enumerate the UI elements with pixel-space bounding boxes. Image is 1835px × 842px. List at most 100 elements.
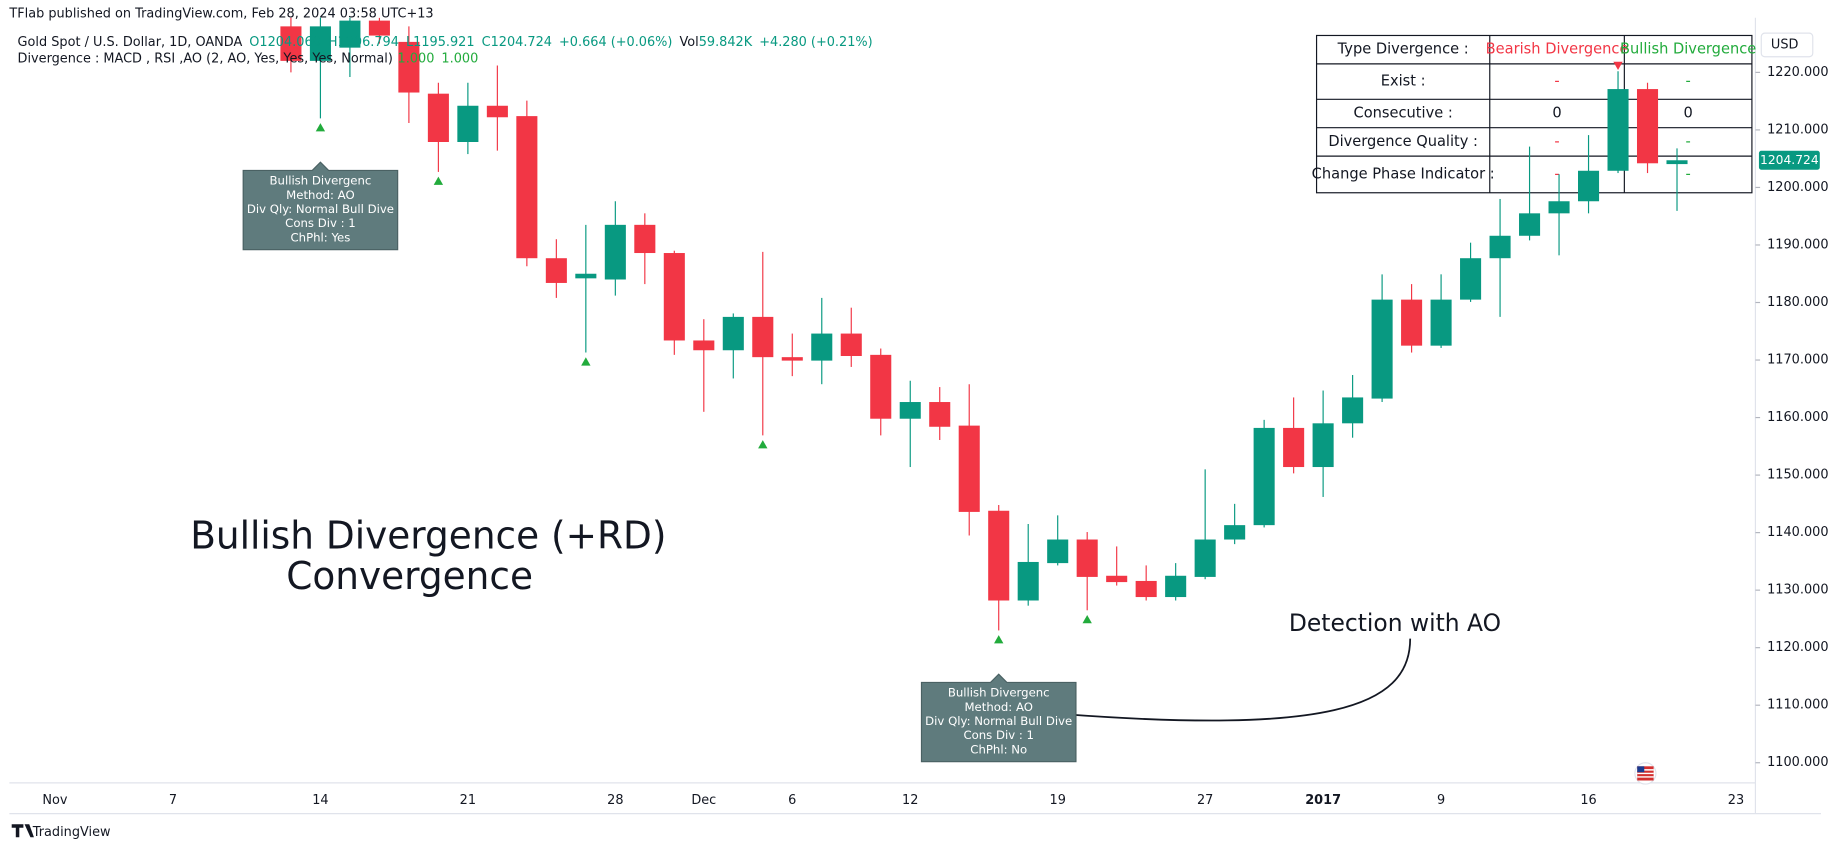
- x-tick-label: 19: [1050, 793, 1066, 808]
- signal-label-text: Bullish Divergenc: [948, 686, 1050, 700]
- y-tick-label: 1170.000: [1767, 352, 1828, 367]
- table-cell: Exist :: [1381, 73, 1426, 90]
- y-tick-label: 1160.000: [1767, 410, 1828, 425]
- candle-body: [1224, 525, 1246, 540]
- candle-body: [1578, 170, 1600, 202]
- signal-label-text: Cons Div : 1: [963, 728, 1034, 742]
- annotation: Convergence: [286, 554, 533, 598]
- y-tick-label: 1220.000: [1767, 65, 1828, 80]
- currency: USD: [1771, 37, 1799, 52]
- x-tick-label: Dec: [691, 793, 716, 808]
- candle-body: [988, 510, 1010, 601]
- y-tick-label: 1100.000: [1767, 755, 1828, 770]
- legend-text: Gold Spot / U.S. Dollar, 1D, OANDA: [18, 35, 243, 50]
- candle-body: [1636, 89, 1659, 164]
- candle-body: [1106, 575, 1128, 583]
- y-tick-label: 1190.000: [1767, 237, 1828, 252]
- signal-label: [920, 673, 1077, 763]
- legend-text: L1195.921: [406, 35, 475, 50]
- candle-body: [339, 20, 361, 48]
- table-cell: Bullish Divergence: [1620, 41, 1756, 58]
- brand-logo: [11, 824, 34, 838]
- candle-body: [1548, 201, 1570, 214]
- last-price-label: 1204.724: [1760, 153, 1819, 167]
- y-tick-label: 1180.000: [1767, 295, 1828, 310]
- legend-text: H1206.794: [328, 35, 399, 50]
- y-tick-label: 1210.000: [1767, 122, 1828, 137]
- table-cell: Consecutive :: [1354, 104, 1453, 121]
- legend-text: Divergence : MACD , RSI ,AO (2, AO, Yes,…: [18, 52, 393, 67]
- legend-text: +0.664 (+0.06%): [559, 35, 672, 50]
- candle-body: [870, 354, 892, 419]
- table-cell: -: [1685, 165, 1690, 182]
- y-tick-label: 1140.000: [1767, 525, 1828, 540]
- candles: [280, 17, 1688, 631]
- table-cell: -: [1685, 73, 1690, 90]
- x-tick-label: Nov: [42, 793, 67, 808]
- x-tick-label: 27: [1197, 793, 1213, 808]
- brand: TradingView: [32, 825, 111, 840]
- candle-body: [516, 116, 538, 259]
- annotation: Bullish Divergence (+RD): [190, 513, 666, 557]
- candle-body: [1371, 299, 1393, 399]
- candle-body: [958, 425, 980, 512]
- candle-body: [1165, 575, 1187, 598]
- x-tick-label: 6: [788, 793, 796, 808]
- table-cell: -: [1554, 73, 1559, 90]
- legend-value: 1.000: [441, 52, 478, 67]
- bullish-signal: [315, 123, 326, 132]
- candle-body: [811, 333, 833, 361]
- table-cell: Bearish Divergence: [1486, 41, 1629, 58]
- annotation: Detection with AO: [1289, 609, 1501, 637]
- signal-label-text: Method: AO: [964, 700, 1032, 714]
- bullish-signal: [433, 176, 444, 185]
- legend-value: 1.000: [398, 52, 435, 67]
- candle-body: [840, 333, 862, 357]
- bullish-signal: [1082, 615, 1092, 624]
- candle-body: [575, 273, 597, 279]
- x-tick-label: 14: [312, 793, 328, 808]
- y-tick-label: 1150.000: [1767, 468, 1828, 483]
- candle-body: [398, 41, 420, 93]
- candle-body: [1430, 299, 1452, 346]
- candle-body: [1489, 235, 1511, 259]
- table-cell: Divergence Quality :: [1328, 133, 1478, 150]
- candle-body: [427, 93, 449, 143]
- x-tick-label: 23: [1728, 793, 1744, 808]
- table-cell: Type Divergence :: [1337, 41, 1469, 58]
- x-tick-label: 16: [1580, 793, 1596, 808]
- y-tick-label: 1120.000: [1767, 640, 1828, 655]
- x-tick-label: 28: [607, 793, 623, 808]
- legend-text: O1204.060: [249, 35, 321, 50]
- candle-body: [457, 105, 479, 143]
- candle-body: [309, 26, 331, 61]
- table-frame: [1315, 34, 1753, 194]
- signal-label-text: Div Qly: Normal Bull Dive: [247, 202, 394, 216]
- candle-body: [486, 105, 508, 118]
- legend-text: C1204.724: [482, 35, 552, 50]
- candle-body: [1460, 258, 1482, 300]
- last-price-tag: [1758, 150, 1820, 170]
- candle-body: [722, 316, 744, 351]
- candle-body: [1283, 427, 1305, 468]
- candle-body: [1607, 89, 1629, 171]
- legend-text: +4.280 (+0.21%): [759, 35, 872, 50]
- candle-body: [899, 402, 921, 419]
- candle-body: [1253, 427, 1275, 526]
- bullish-signal: [758, 440, 768, 449]
- signal-label: [242, 161, 399, 251]
- x-tick-label: 21: [460, 793, 476, 808]
- bearish-signal: [1613, 61, 1623, 71]
- candle-body: [545, 258, 567, 283]
- signal-label-text: Method: AO: [286, 188, 354, 202]
- table-cell: 0: [1683, 104, 1692, 121]
- bullish-signal: [581, 357, 591, 366]
- candle-body: [752, 316, 774, 358]
- candle-body: [1342, 397, 1364, 424]
- signal-label-text: Bullish Divergenc: [270, 174, 372, 188]
- currency-box[interactable]: [1760, 32, 1814, 58]
- x-tick-label: 12: [902, 793, 918, 808]
- candle-body: [368, 20, 390, 36]
- candle-body: [1047, 539, 1069, 564]
